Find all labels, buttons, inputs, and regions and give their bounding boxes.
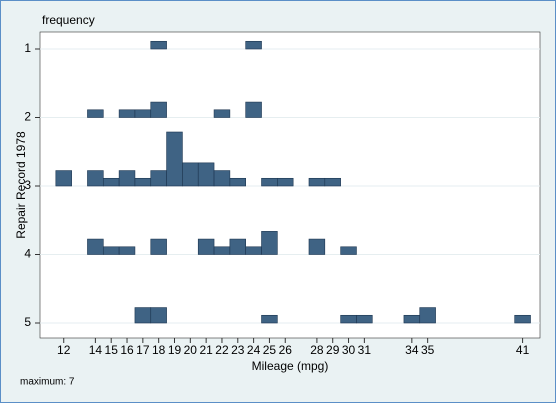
bar <box>356 314 373 324</box>
bar <box>150 40 167 50</box>
y-tick-label: 4 <box>24 247 31 261</box>
bar <box>229 177 246 187</box>
bar <box>245 40 262 50</box>
bar <box>166 131 183 187</box>
x-tick-label: 15 <box>105 343 119 357</box>
bar <box>261 314 278 324</box>
x-tick-label: 12 <box>57 343 71 357</box>
bar <box>245 101 262 118</box>
bar <box>55 170 72 187</box>
bar <box>150 101 167 118</box>
x-axis-title: Mileage (mpg) <box>252 359 329 373</box>
x-tick-label: 26 <box>279 343 293 357</box>
bar <box>308 177 326 187</box>
x-tick-label: 18 <box>152 343 166 357</box>
bar <box>340 314 357 324</box>
bar <box>213 170 231 187</box>
x-tick-label: 30 <box>342 343 356 357</box>
bar <box>102 246 120 255</box>
x-tick-label: 17 <box>136 343 150 357</box>
x-tick-label: 41 <box>516 343 530 357</box>
x-tick-label: 29 <box>326 343 340 357</box>
bar <box>134 177 152 187</box>
y-axis-title: Repair Record 1978 <box>14 131 28 239</box>
bar <box>102 177 120 187</box>
x-tick-label: 28 <box>310 343 324 357</box>
bar <box>403 314 421 324</box>
x-tick-label: 31 <box>358 343 372 357</box>
bar <box>118 246 136 255</box>
y-tick-label: 3 <box>24 178 31 192</box>
bar <box>150 307 167 324</box>
bar <box>245 246 262 255</box>
bar <box>182 162 199 187</box>
x-tick-label: 22 <box>215 343 229 357</box>
x-tick-label: 25 <box>263 343 277 357</box>
bar <box>308 238 326 255</box>
x-tick-label: 14 <box>89 343 103 357</box>
bar <box>87 170 104 187</box>
bar <box>150 238 167 255</box>
bar <box>213 246 231 255</box>
bar <box>340 246 357 255</box>
bar <box>134 109 152 118</box>
x-tick-label: 23 <box>231 343 245 357</box>
x-tick-label: 24 <box>247 343 261 357</box>
x-tick-label: 20 <box>184 343 198 357</box>
bar <box>229 238 246 255</box>
note: maximum: 7 <box>20 377 75 388</box>
y-tick-label: 2 <box>24 110 31 124</box>
bar <box>324 177 341 187</box>
corner-label: frequency <box>42 13 95 27</box>
bar <box>87 238 104 255</box>
bar <box>277 177 294 187</box>
y-tick-label: 1 <box>24 41 31 55</box>
bar <box>118 170 136 187</box>
bar <box>118 109 136 118</box>
bar <box>134 307 152 324</box>
bar <box>197 162 215 187</box>
x-tick-label: 21 <box>199 343 213 357</box>
x-tick-label: 16 <box>120 343 134 357</box>
x-tick-label: 19 <box>168 343 182 357</box>
bar <box>150 170 167 187</box>
bar <box>261 177 278 187</box>
bar <box>197 238 215 255</box>
bar <box>419 307 436 324</box>
bar <box>514 314 531 324</box>
x-tick-label: 34 <box>405 343 419 357</box>
x-tick-label: 35 <box>421 343 435 357</box>
y-tick-label: 5 <box>24 315 31 329</box>
bar <box>213 109 231 118</box>
bar <box>261 231 278 255</box>
bar <box>87 109 104 118</box>
